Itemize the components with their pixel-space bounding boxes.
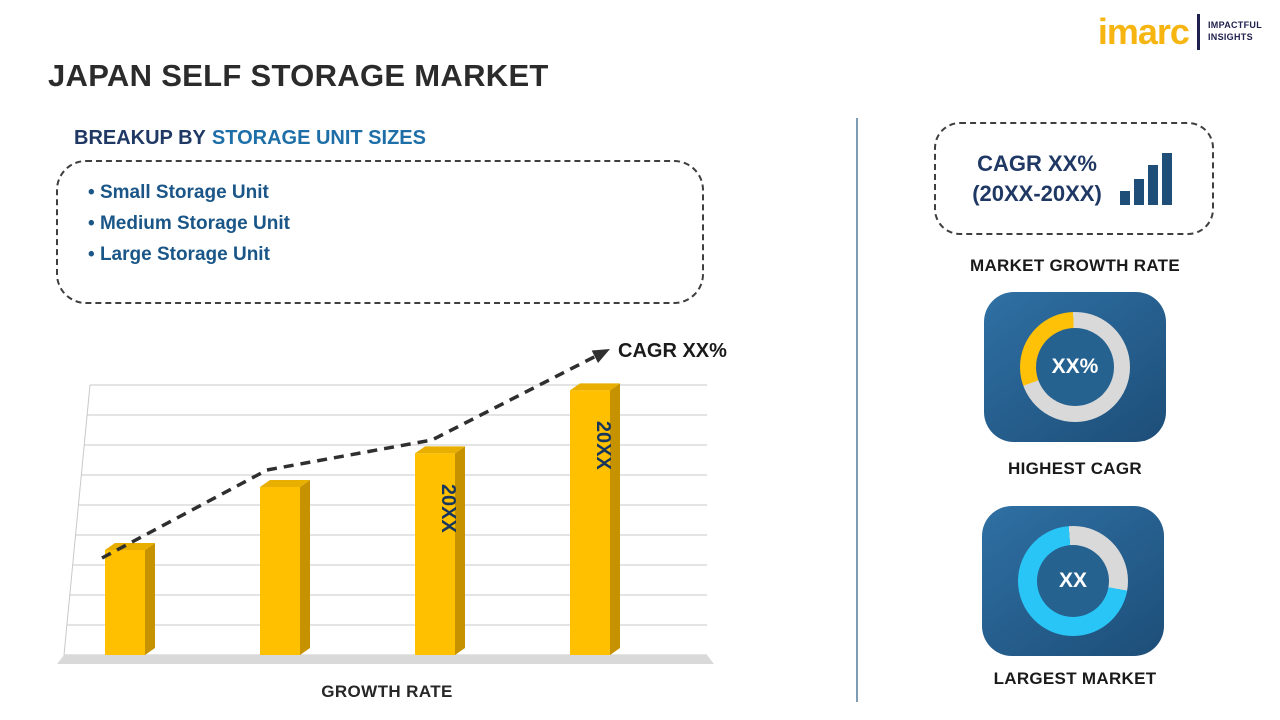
page-title: JAPAN SELF STORAGE MARKET	[48, 58, 549, 93]
growth-chart-area: 20XX 20XX CAGR XX% GROWTH RATE	[52, 330, 752, 715]
largest-market-card: XX	[982, 506, 1164, 656]
largest-market-value: XX	[1037, 545, 1109, 617]
logo-wordmark: imarc	[1097, 11, 1190, 52]
bar-chart-icon	[1119, 152, 1172, 205]
list-item: Medium Storage Unit	[88, 208, 702, 239]
bar-front	[570, 390, 610, 655]
divider-line	[856, 118, 858, 702]
bar-top	[415, 446, 465, 454]
breakup-box: Small Storage Unit Medium Storage Unit L…	[56, 160, 704, 304]
growth-card-line2: (20XX-20XX)	[972, 180, 1102, 206]
list-item: Large Storage Unit	[88, 239, 702, 270]
bar-front	[260, 487, 300, 655]
bar-side	[610, 383, 620, 655]
bar-front	[415, 453, 455, 655]
list-item: Small Storage Unit	[88, 177, 702, 208]
logo-tagline-bottom: INSIGHTS	[1207, 32, 1253, 42]
imarc-logo: imarc IMPACTFUL INSIGHTS	[1098, 14, 1262, 50]
bar-label: 20XX	[592, 421, 614, 471]
bar-label: 20XX	[437, 484, 459, 534]
largest-market-caption: LARGEST MARKET	[993, 669, 1157, 688]
highest-cagr-caption: HIGHEST CAGR	[1008, 459, 1142, 478]
growth-card-text: CAGR XX% (20XX-20XX)	[972, 149, 1102, 208]
bar-top	[260, 480, 310, 487]
highest-cagr-value: XX%	[1036, 328, 1114, 406]
bar-front	[105, 550, 145, 655]
breakup-heading-highlight: STORAGE UNIT SIZES	[211, 127, 426, 149]
logo-tagline: IMPACTFUL INSIGHTS	[1208, 20, 1262, 43]
chart-floor	[57, 655, 714, 664]
cagr-annotation: CAGR XX%	[618, 340, 727, 362]
breakup-heading: BREAKUP BY STORAGE UNIT SIZES	[74, 127, 426, 150]
bar-side	[145, 543, 155, 655]
bars-group: 20XX 20XX	[105, 383, 620, 655]
x-axis-label: GROWTH RATE	[321, 682, 453, 701]
market-growth-card: CAGR XX% (20XX-20XX)	[934, 122, 1214, 235]
logo-tagline-top: IMPACTFUL	[1207, 20, 1262, 31]
highest-cagr-donut: XX%	[1020, 312, 1130, 422]
bar-side	[455, 446, 465, 655]
largest-market-donut: XX	[1018, 526, 1128, 636]
growth-bar-chart: 20XX 20XX	[57, 349, 714, 664]
logo-divider	[1196, 14, 1200, 50]
bar-top	[570, 383, 620, 391]
highest-cagr-card: XX%	[984, 292, 1166, 442]
breakup-heading-prefix: BREAKUP BY	[74, 127, 206, 149]
growth-card-line1: CAGR XX%	[977, 150, 1097, 176]
trend-arrow	[101, 349, 610, 560]
bar-side	[300, 480, 310, 655]
market-growth-rate-caption: MARKET GROWTH RATE	[969, 256, 1180, 275]
